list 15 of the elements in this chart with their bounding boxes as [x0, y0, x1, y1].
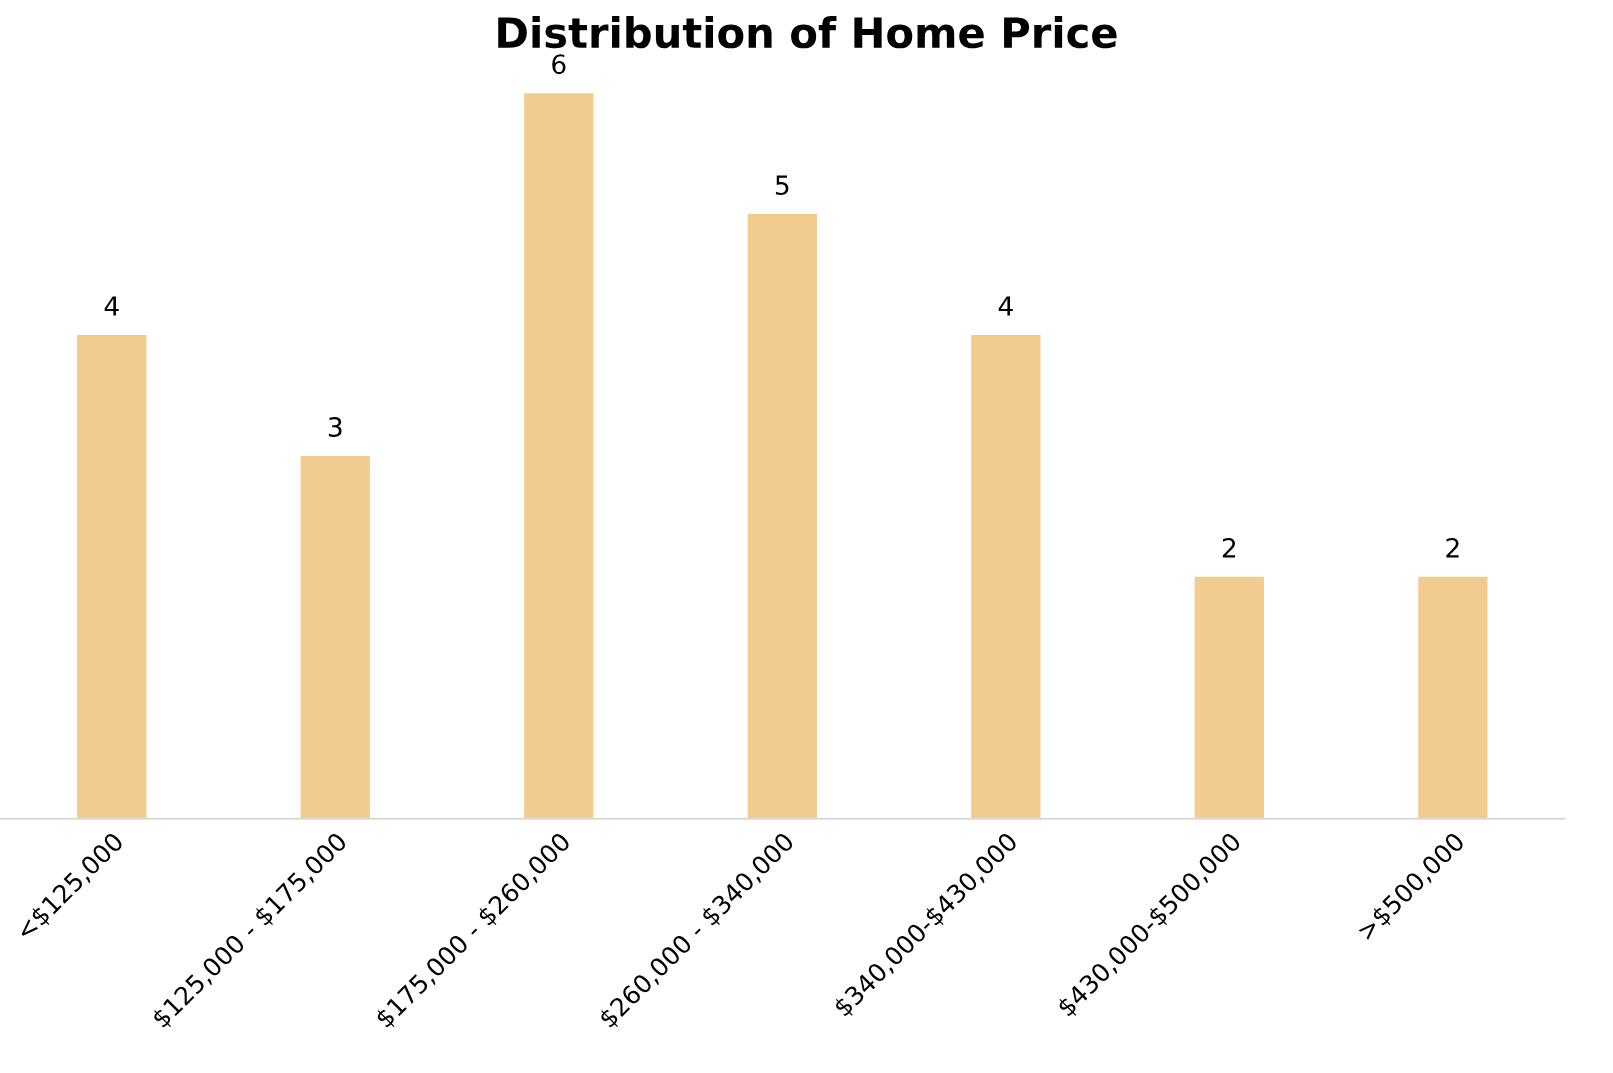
bar — [77, 335, 147, 819]
chart-title: Distribution of Home Price — [498, 16, 1117, 49]
data-label: 4 — [998, 296, 1013, 316]
data-label: 6 — [552, 54, 566, 75]
bar — [524, 93, 594, 819]
bar — [1194, 576, 1264, 819]
data-label: 5 — [775, 175, 789, 196]
data-label: 2 — [1222, 537, 1236, 558]
bar — [747, 214, 817, 819]
bar — [300, 455, 370, 819]
bar — [1418, 576, 1488, 819]
bar — [971, 335, 1041, 819]
data-label: 3 — [328, 416, 342, 437]
data-label: 4 — [104, 296, 119, 316]
data-label: 2 — [1446, 537, 1459, 558]
